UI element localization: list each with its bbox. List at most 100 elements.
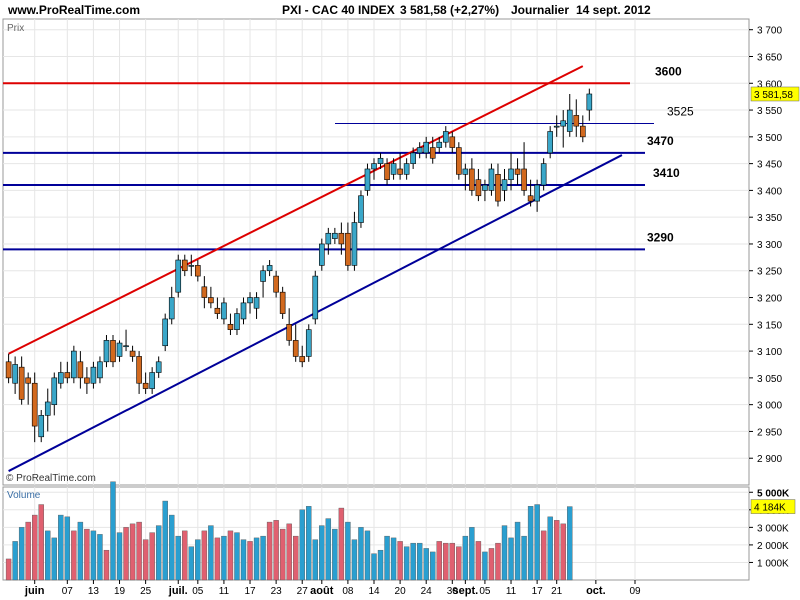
candle (168, 286, 175, 325)
x-tick-label: 09 (629, 586, 641, 597)
candle (64, 361, 71, 384)
candle-body (410, 152, 416, 164)
candle (266, 260, 273, 277)
candle (488, 163, 495, 196)
level-label-3600: 3600 (655, 64, 682, 78)
candle-body (155, 361, 162, 373)
candle-body (260, 270, 266, 282)
candle-body (273, 275, 279, 293)
volume-bar (45, 530, 51, 581)
candle (175, 254, 182, 298)
x-tick-label: sept. (453, 585, 479, 597)
x-tick-label: 13 (88, 586, 100, 597)
candle-body (175, 259, 182, 293)
price-tick-label: 3 550 (757, 106, 782, 117)
candle (351, 211, 358, 271)
candle-body (371, 163, 377, 170)
volume-bar (384, 535, 390, 581)
volume-bar (554, 520, 560, 581)
candle-body (240, 302, 247, 320)
candle (579, 115, 586, 143)
candle (12, 356, 18, 394)
candle (547, 126, 553, 159)
level-label-3410: 3410 (653, 166, 680, 180)
candle (123, 329, 129, 352)
price-tick-label: 3 150 (757, 320, 782, 331)
candle-body (253, 297, 260, 309)
volume-bar (142, 539, 149, 581)
volume-bar (51, 537, 57, 581)
candle-body (71, 350, 77, 379)
candle (142, 372, 149, 394)
x-tick-label: 05 (479, 586, 491, 597)
candle (195, 260, 201, 282)
volume-bar (423, 548, 429, 581)
x-tick-label: oct. (586, 585, 606, 597)
candle-body (560, 120, 567, 127)
candle-body (534, 184, 540, 202)
candle (429, 136, 436, 164)
volume-bar (293, 535, 299, 581)
candle (358, 190, 364, 228)
candle-body (423, 141, 430, 154)
candle-body (286, 324, 292, 341)
candle (208, 286, 214, 309)
candle-body (514, 168, 521, 175)
candle (501, 168, 508, 202)
x-tick-label: 23 (271, 586, 283, 597)
candle-body (299, 356, 306, 363)
volume-bar (201, 530, 208, 581)
candle (312, 270, 319, 325)
volume-bar (58, 514, 64, 581)
candle-body (305, 329, 312, 357)
volume-bar (364, 530, 371, 581)
volume-bar (332, 528, 338, 581)
volume-bars (5, 481, 573, 581)
candle-body (312, 275, 319, 320)
candle (560, 110, 567, 148)
volume-bar (136, 521, 142, 581)
x-tick-label: 17 (244, 586, 256, 597)
credit-text: © ProRealTime.com (6, 473, 96, 484)
volume-bar (501, 525, 508, 581)
x-tick-label: 08 (342, 586, 354, 597)
volume-bar (449, 542, 455, 581)
volume-bar (195, 539, 201, 581)
volume-bar (110, 481, 116, 581)
candle (377, 152, 384, 169)
price-tick-label: 3 350 (757, 213, 782, 224)
site-name: www.ProRealTime.com (7, 3, 140, 17)
candle (416, 142, 423, 159)
volume-bar (175, 535, 181, 581)
candle-body (397, 168, 403, 175)
volume-bar (208, 525, 214, 581)
candle-body (318, 243, 325, 266)
price-tick-label: 3 100 (757, 347, 782, 358)
volume-bar (286, 523, 292, 581)
candle-body (566, 109, 573, 132)
volume-bar (214, 537, 221, 581)
candle (234, 308, 240, 336)
candle-body (482, 184, 488, 191)
candle (162, 313, 168, 352)
candle-body (456, 147, 462, 175)
candle-body (292, 340, 299, 357)
volume-bar (540, 530, 547, 581)
price-tick-label: 2 950 (757, 427, 782, 438)
x-tick-label: 21 (551, 586, 563, 597)
candle-body (103, 340, 110, 363)
x-tick-label: juil. (168, 585, 188, 597)
candle-body (214, 307, 221, 314)
period-label: Journalier (511, 3, 569, 17)
volume-bar (469, 527, 475, 581)
candle-body (442, 131, 449, 143)
candle-body (97, 361, 103, 379)
candle (508, 152, 514, 191)
last-volume-label: 4 184K (754, 503, 786, 514)
candle (31, 372, 38, 443)
candle-body (279, 291, 286, 314)
candle (345, 222, 351, 271)
volume-bar (188, 546, 195, 581)
price-axis: 3 700 3 650 3 600 3 550 3 500 3 450 3 400 3 350… (749, 26, 800, 465)
candle (299, 345, 306, 368)
